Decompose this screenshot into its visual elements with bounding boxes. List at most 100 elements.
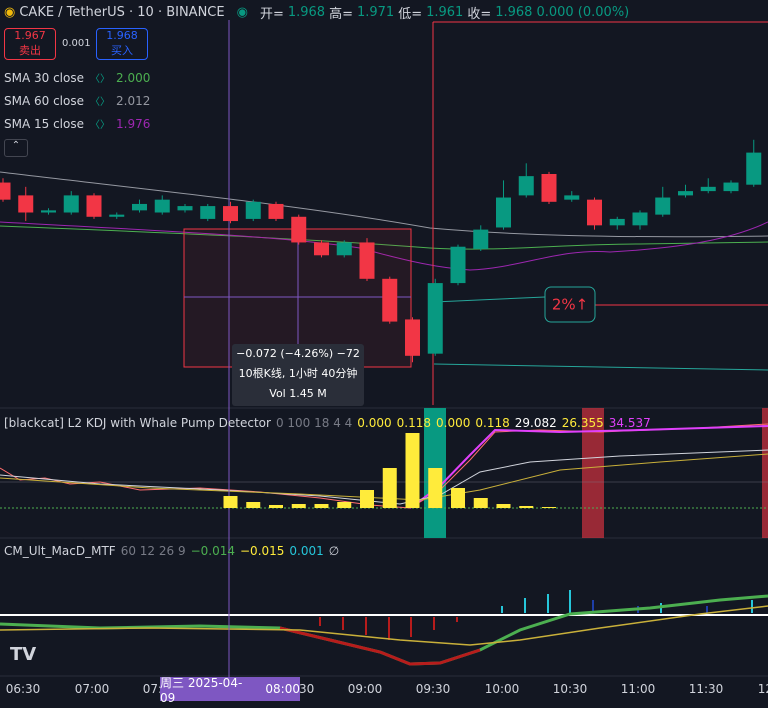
candle-body bbox=[746, 152, 762, 185]
candle-body bbox=[223, 206, 238, 222]
time-tick-label: 11:30 bbox=[688, 682, 724, 696]
sma-name: SMA 15 close bbox=[4, 116, 84, 131]
crosshair-time: 08:00 bbox=[265, 682, 300, 696]
kdj-bar bbox=[382, 468, 397, 508]
candle-body bbox=[427, 283, 443, 354]
measure-tooltip: −0.072 (−4.26%) −72 10根K线, 1小时 40分钟 Vol … bbox=[232, 344, 364, 406]
candle-body bbox=[0, 182, 11, 200]
indicator-params: 60 12 26 9 bbox=[120, 544, 186, 558]
candle-body bbox=[41, 210, 56, 213]
indicator-value: 34.537 bbox=[608, 416, 651, 430]
measure-text: −0.072 (−4.26%) −72 bbox=[236, 347, 360, 360]
kdj-bar bbox=[405, 433, 420, 508]
sma-legend: SMA 30 close 〈〉 2.000 SMA 60 close 〈〉 2.012 SM… bbox=[4, 66, 150, 135]
spread: 0.001 bbox=[62, 38, 91, 49]
kdj-bar bbox=[496, 504, 511, 508]
candle-body bbox=[63, 195, 79, 213]
collapse-button[interactable]: ⌃ bbox=[4, 139, 28, 157]
sma-name: SMA 30 close bbox=[4, 70, 84, 85]
candle-body bbox=[405, 319, 420, 356]
macd-signal-line bbox=[0, 605, 768, 646]
kdj-bar bbox=[451, 488, 465, 508]
kdj-j-line bbox=[0, 423, 768, 509]
sma-row: SMA 60 close 〈〉 2.012 bbox=[4, 89, 150, 112]
candle-body bbox=[268, 203, 284, 219]
time-tick-label: 11:00 bbox=[620, 682, 656, 696]
kdj-bar bbox=[473, 498, 488, 508]
candle-body bbox=[200, 206, 216, 219]
indicator-value: −0.015 bbox=[240, 544, 285, 558]
signal-band bbox=[582, 408, 604, 538]
kdj-bar bbox=[542, 507, 556, 508]
candle-body bbox=[177, 206, 193, 211]
candle-body bbox=[314, 242, 329, 256]
macd-line-down bbox=[279, 626, 481, 666]
candle-body bbox=[723, 182, 739, 192]
kdj-bar bbox=[337, 502, 352, 508]
ohlc-value: 1.961 bbox=[426, 4, 464, 20]
trend-line bbox=[433, 296, 546, 303]
kdj-bar bbox=[269, 505, 283, 508]
status-dot: ◉ bbox=[236, 4, 248, 20]
crosshair-date: 周三 2025-04-09 bbox=[160, 675, 243, 705]
kdj-signal-line bbox=[0, 453, 768, 501]
ohlc-value: 1.971 bbox=[356, 4, 395, 20]
time-tick-label: 10:00 bbox=[484, 682, 520, 696]
logo: TV bbox=[10, 644, 36, 665]
indicator-value: 0.000 bbox=[357, 416, 392, 430]
candle-body bbox=[245, 201, 261, 219]
indicator-params: 0 100 18 4 4 bbox=[275, 416, 353, 430]
buy-button[interactable]: 1.968 买入 bbox=[96, 28, 148, 60]
ohlc-label: 收= bbox=[467, 6, 492, 22]
sma-value: 2.012 bbox=[116, 93, 151, 108]
candle-body bbox=[518, 176, 534, 196]
candle-body bbox=[109, 214, 125, 217]
symbol[interactable]: CAKE / TetherUS · 10 · BINANCE bbox=[19, 4, 225, 20]
time-tick-label: 07:00 bbox=[74, 682, 110, 696]
sma-name: SMA 60 close bbox=[4, 93, 84, 108]
candle-body bbox=[154, 199, 170, 213]
sma-row: SMA 30 close 〈〉 2.000 bbox=[4, 66, 150, 89]
kdj-bar bbox=[314, 504, 329, 508]
indicator-value: 29.082 bbox=[514, 416, 557, 430]
macd-legend: CM_Ult_MacD_MTF 60 12 26 9 −0.014 −0.015 0… bbox=[4, 544, 339, 558]
measure-text: 10根K线, 1小时 40分钟 bbox=[238, 367, 358, 380]
time-tick-label: 09:30 bbox=[415, 682, 451, 696]
indicator-value: 0.118 bbox=[475, 416, 510, 430]
indicator-value: 0.001 bbox=[289, 544, 324, 558]
sma-toggle: 〈〉 bbox=[90, 74, 110, 85]
kdj-bar bbox=[428, 468, 443, 508]
indicator-value: −0.014 bbox=[190, 544, 235, 558]
ohlc-change: 0.000 (0.00%) bbox=[536, 4, 630, 20]
candle-body bbox=[587, 199, 602, 226]
candle-body bbox=[632, 212, 648, 226]
signal-band bbox=[762, 408, 768, 538]
sma-toggle: 〈〉 bbox=[90, 97, 110, 108]
candle-body bbox=[336, 242, 352, 256]
time-tick-label: 10:30 bbox=[552, 682, 588, 696]
candle-body bbox=[541, 174, 557, 202]
candle-body bbox=[18, 195, 34, 213]
alert-label: 2%↑ bbox=[552, 296, 588, 314]
sma-30-line bbox=[0, 225, 768, 250]
indicator-title[interactable]: CM_Ult_MacD_MTF bbox=[4, 544, 116, 558]
ohlc-label: 开= bbox=[259, 6, 284, 22]
sma-row: SMA 15 close 〈〉 1.976 bbox=[4, 112, 150, 135]
buy-price: 1.968 bbox=[106, 29, 138, 42]
candle-body bbox=[86, 195, 102, 217]
sell-price: 1.967 bbox=[14, 29, 46, 42]
sell-button[interactable]: 1.967 卖出 bbox=[4, 28, 56, 60]
time-tick-label: 09:00 bbox=[347, 682, 383, 696]
crosshair-label: 周三 2025-04-09 08:00 bbox=[160, 676, 300, 705]
indicator-title[interactable]: [blackcat] L2 KDJ with Whale Pump Detect… bbox=[4, 416, 271, 430]
indicator-value: 26.355 bbox=[561, 416, 604, 430]
candle-body bbox=[132, 203, 147, 211]
trend-line bbox=[433, 363, 768, 371]
ohlc-value: 1.968 bbox=[287, 4, 326, 20]
candle-body bbox=[564, 195, 580, 200]
candle-body bbox=[359, 242, 375, 279]
candle-body bbox=[382, 278, 398, 322]
kdj-bar bbox=[519, 506, 534, 508]
candle-body bbox=[655, 197, 671, 215]
